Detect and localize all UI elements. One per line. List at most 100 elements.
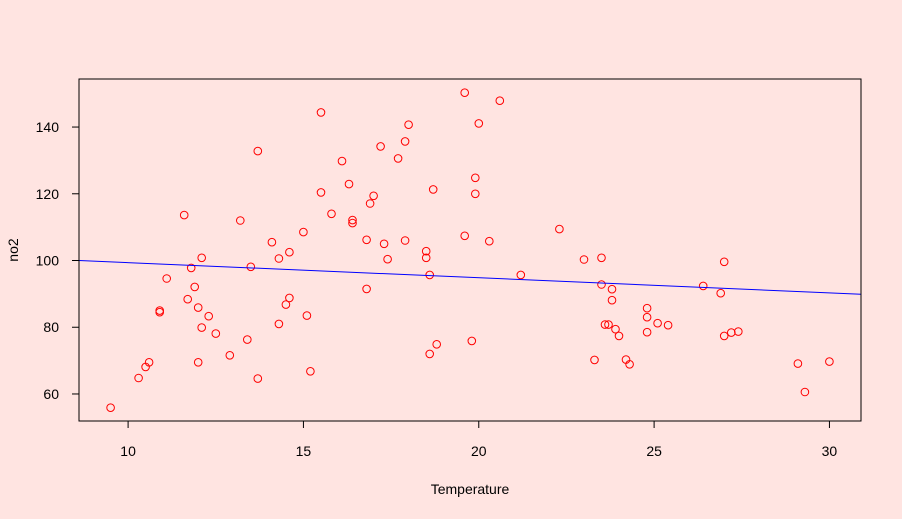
data-point [204,311,213,321]
data-point [362,284,371,294]
data-point [642,312,652,322]
y-tick-label: 60 [43,386,59,402]
data-point [281,300,291,309]
data-point [471,189,480,199]
data-point [236,216,245,225]
data-point [663,320,673,330]
data-point [267,237,277,247]
data-point [211,329,221,338]
data-point [625,360,634,369]
data-point [719,257,729,267]
regression-line [78,260,862,295]
data-point [162,274,171,283]
data-point [425,349,435,359]
data-point [611,324,620,334]
data-point [597,253,606,263]
data-point [467,336,477,346]
data-point [246,262,256,272]
data-point [362,235,371,245]
y-tick-label: 80 [43,319,59,335]
data-point [285,247,294,257]
data-point [579,255,589,264]
data-point [642,303,652,313]
data-point [600,320,610,329]
data-point [421,253,431,263]
data-point [243,335,252,344]
data-point [376,142,385,151]
data-point [653,318,662,328]
data-point [327,209,336,219]
data-point [597,280,606,289]
data-point [365,199,375,208]
data-point [485,236,494,246]
data-point [421,246,431,256]
data-point [253,146,263,156]
data-point [727,328,736,337]
data-point [428,185,438,194]
data-point [698,281,708,291]
data-point [719,331,729,341]
data-point [642,327,652,337]
data-point [274,254,284,263]
plot-frame [78,78,862,422]
y-tick-label: 140 [36,119,60,135]
data-point [393,154,403,163]
data-point [190,282,199,292]
data-point [306,367,315,376]
data-point [316,108,326,117]
data-point [197,253,206,263]
data-point [604,320,613,329]
y-axis-title: no2 [5,238,21,262]
data-point [253,374,263,383]
data-point [400,236,410,245]
data-point [344,179,354,189]
data-point [555,224,564,234]
data-point [299,227,308,237]
data-point [369,191,378,201]
data-point [404,120,413,129]
data-point [607,295,617,305]
x-tick-label: 15 [296,443,312,459]
data-point [302,311,312,320]
data-point [474,119,484,128]
data-point [225,351,235,360]
data-point [495,96,505,105]
data-point [425,270,435,280]
data-point [400,137,410,146]
data-point [134,373,143,383]
data-point [285,293,294,303]
data-point [607,284,617,294]
data-point [186,263,196,273]
data-point [316,188,326,197]
x-tick-label: 30 [822,443,838,459]
data-point [800,387,810,397]
data-point [197,323,206,332]
data-point [155,307,164,317]
data-point [348,218,357,228]
data-point [348,215,357,225]
y-axis: 60 80 100 120 140 [36,119,79,402]
x-axis: 10 15 20 25 30 [120,421,837,459]
data-point [614,331,624,341]
data-point [793,359,803,368]
data-point [106,403,115,413]
data-point [379,239,389,249]
data-point [193,358,203,367]
data-point [193,303,203,312]
data-point [716,288,726,298]
data-point [460,88,470,97]
data-point [460,231,470,241]
x-tick-label: 25 [646,443,662,459]
data-point [274,319,284,329]
data-point [383,254,392,264]
data-point [179,210,189,220]
x-tick-label: 20 [471,443,487,459]
data-point [590,355,599,365]
data-point [144,358,154,367]
data-point [734,327,743,336]
data-point [825,357,834,366]
data-point [471,173,480,183]
data-point [432,340,442,349]
